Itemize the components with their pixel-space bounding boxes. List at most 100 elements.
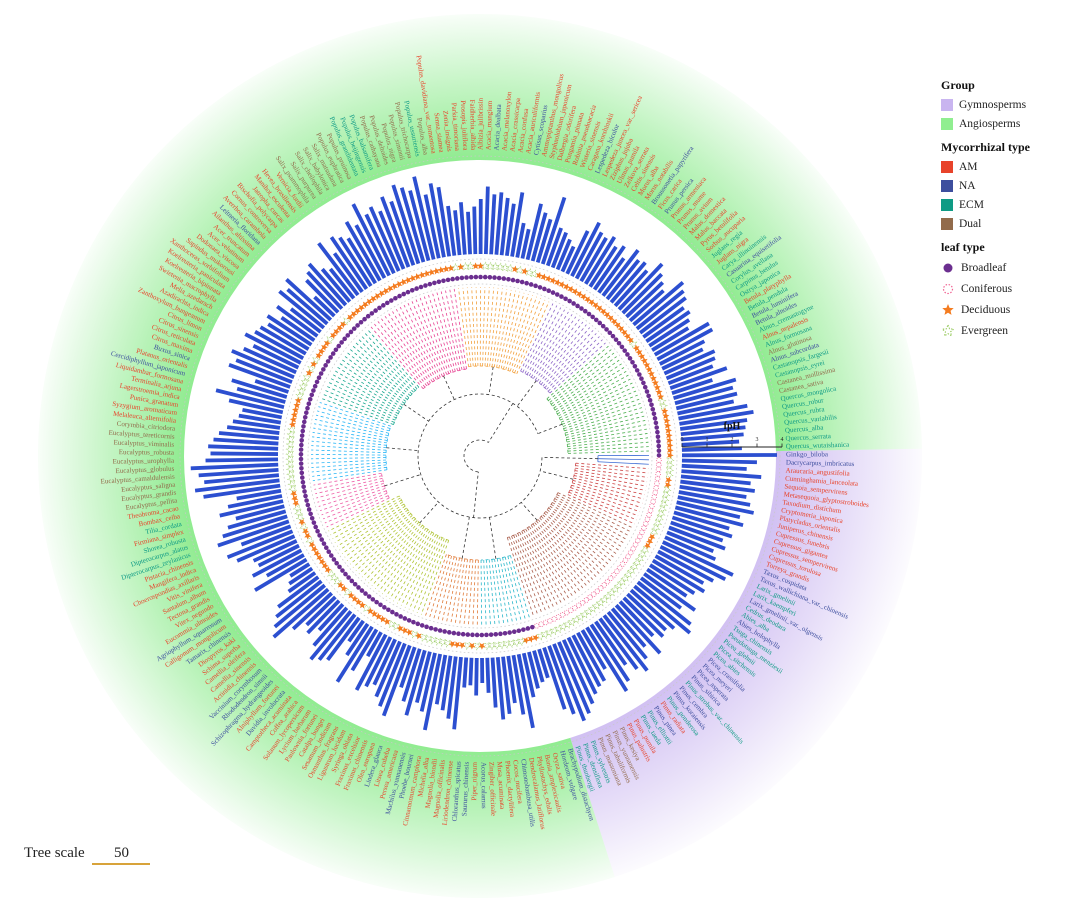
tree-branch (597, 461, 649, 465)
tree-branch (328, 495, 400, 532)
tree-branch (341, 507, 407, 554)
species-bar (657, 549, 715, 583)
tree-branch (313, 472, 382, 486)
deciduous-symbol (305, 369, 313, 377)
tree-branch (312, 469, 388, 482)
species-bar (542, 646, 567, 710)
species-bar (462, 657, 469, 688)
broadleaf-symbol (305, 502, 311, 508)
species-bar (673, 510, 730, 531)
tree-branch (322, 393, 395, 423)
species-label: Quercus_serrata (785, 432, 832, 443)
evergreen-symbol (655, 514, 664, 524)
evergreen-symbol (662, 485, 672, 495)
tree-branch (392, 311, 435, 381)
deciduous-symbol (432, 267, 440, 275)
evergreen-symbol (620, 574, 630, 583)
species-bar (419, 652, 437, 712)
broadleaf-symbol (428, 625, 434, 631)
broadleaf-symbol (441, 278, 446, 284)
tree-branch (549, 342, 606, 394)
deciduous-symbol (351, 595, 359, 603)
tree-branch (491, 559, 500, 624)
species-bar (629, 588, 676, 630)
species-bar (266, 314, 313, 347)
broadleaf-symbol (302, 489, 307, 494)
evergreen-symbol (286, 434, 295, 444)
tree-branch (351, 345, 411, 397)
broadleaf-symbol (590, 314, 595, 320)
species-bar (665, 356, 716, 381)
species-bar (653, 321, 710, 357)
species-bar (613, 269, 649, 308)
deciduous-symbol (626, 336, 634, 344)
broadleaf-symbol (593, 317, 599, 323)
evergreen-symbol (629, 562, 639, 572)
species-bar (679, 410, 754, 426)
species-bar (671, 378, 713, 395)
broadleaf-symbol (604, 327, 609, 332)
broadleaf-symbol (533, 283, 538, 289)
evergreen-symbol (665, 460, 675, 470)
species-bar (366, 631, 383, 658)
fph-axis: 0 1 2 3 4 fpH (681, 421, 784, 448)
species-bar (235, 504, 285, 521)
species-bar (423, 194, 441, 259)
legend-item-am: AM (941, 161, 1063, 173)
broadleaf-symbol (610, 333, 616, 339)
deciduous-symbol (337, 581, 345, 589)
evergreen-symbol (576, 612, 585, 622)
coniferous-symbol (646, 512, 652, 518)
tree-branch (534, 319, 580, 381)
broadleaf-symbol (298, 456, 304, 462)
species-bar (606, 610, 648, 660)
broadleaf-symbol (647, 398, 653, 403)
species-bar (516, 653, 535, 729)
species-bar (280, 315, 316, 342)
tree-branch (521, 531, 563, 605)
broadleaf-symbol (345, 333, 351, 338)
clade-stem (540, 470, 574, 480)
tree-branch (420, 540, 450, 615)
species-bar (651, 326, 690, 352)
deciduous-symbol (354, 307, 362, 315)
clade-stem (443, 375, 455, 400)
broadleaf-symbol (406, 618, 412, 623)
species-bar (584, 235, 617, 285)
tree-branch (458, 288, 469, 367)
species-bar (681, 469, 762, 479)
broadleaf-symbol (432, 280, 437, 286)
broadleaf-symbol (427, 281, 433, 287)
clade-arc (385, 426, 392, 470)
tree-branch (445, 290, 463, 370)
deciduous-symbol (646, 538, 654, 545)
tree-branch (411, 301, 445, 376)
broadleaf-symbol (649, 402, 654, 408)
species-label: Zingiber_officinale (487, 762, 497, 817)
broadleaf-symbol (355, 323, 360, 328)
species-bar (668, 525, 726, 551)
evergreen-symbol (626, 566, 636, 576)
clade-stem (403, 404, 429, 422)
broadleaf-symbol (632, 363, 638, 369)
broadleaf-symbol (321, 367, 326, 372)
tree-branch (553, 500, 625, 544)
species-bar (257, 543, 300, 568)
coniferous-symbol (656, 457, 662, 463)
tree-branch (407, 302, 443, 377)
tree-branch (548, 507, 615, 559)
broadleaf-symbol (299, 442, 304, 448)
deciduous-symbol (571, 288, 579, 296)
species-bar (285, 278, 333, 322)
species-bar (490, 657, 498, 708)
species-bar (680, 474, 751, 486)
evergreen-symbol (491, 262, 500, 271)
evergreen-symbol (658, 505, 667, 514)
coniferous-symbol (655, 461, 662, 468)
guide-circle (307, 283, 653, 629)
evergreen-symbol (295, 391, 305, 400)
tree-branch (341, 358, 405, 404)
broadleaf-symbol (554, 292, 560, 297)
tree-branch (491, 288, 503, 367)
deciduous-symbol (373, 292, 381, 300)
